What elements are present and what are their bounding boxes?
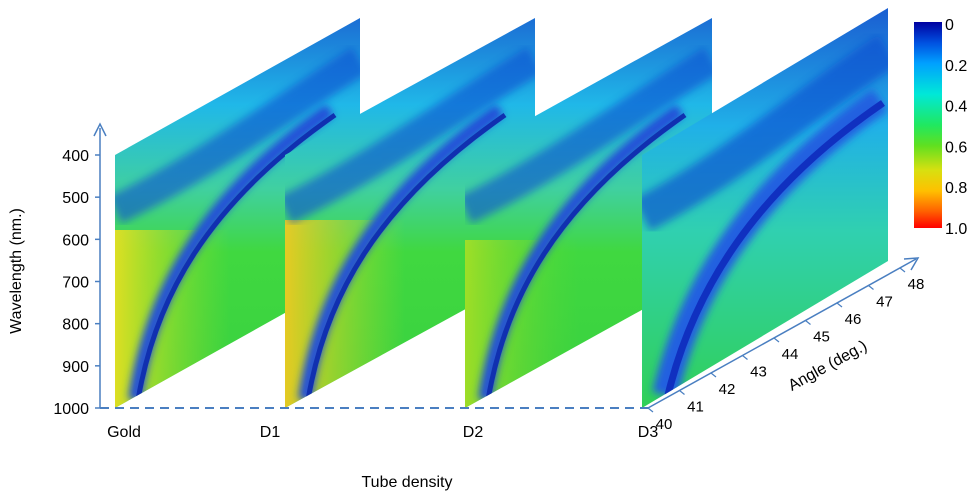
colorbar-tick-label: 0.2 [945, 58, 967, 75]
tube-density-tick-label: D3 [638, 424, 659, 441]
wavelength-tick-label: 900 [62, 359, 89, 376]
tube-density-tick-label: Gold [107, 424, 141, 441]
colorbar-tick-label: 1.0 [945, 221, 967, 238]
angle-tick [899, 267, 906, 273]
angle-tick [679, 390, 685, 395]
wavelength-tick-label: 1000 [53, 401, 89, 418]
angle-tick-label: 46 [845, 311, 862, 328]
tube-density-tick-label: D2 [463, 424, 484, 441]
angle-tick-label: 44 [782, 346, 799, 363]
wavelength-tick-label: 500 [62, 190, 89, 207]
wavelength-tick-label: 600 [62, 232, 89, 249]
angle-tick-label: 45 [813, 329, 830, 346]
angle-tick [742, 355, 748, 360]
wavelength-axis: 400 500 600 700 800 900 1000 [53, 122, 107, 418]
angle-tick-label: 42 [719, 381, 736, 398]
wavelength-axis-title: Wavelength (nm.) [8, 208, 25, 334]
angle-tick-label: 43 [750, 364, 767, 381]
colorbar: 0 0.2 0.4 0.6 0.8 1.0 [914, 17, 967, 238]
colorbar-tick-label: 0.6 [945, 139, 967, 156]
angle-tick [710, 372, 717, 378]
angle-tick-label: 40 [656, 416, 673, 433]
angle-tick [773, 337, 780, 343]
angle-tick [647, 407, 654, 413]
wavelength-tick-label: 700 [62, 275, 89, 292]
colorbar-tick-label: 0.8 [945, 180, 967, 197]
wavelength-tick-label: 400 [62, 148, 89, 165]
colorbar-tick-label: 0.4 [945, 99, 967, 116]
angle-axis: 40 41 42 43 44 45 46 47 48 [647, 257, 925, 433]
angle-tick-label: 47 [876, 294, 893, 311]
angle-tick-label: 41 [687, 399, 704, 416]
tube-density-axis-title: Tube density [361, 474, 452, 491]
angle-tick [868, 285, 874, 290]
tube-density-axis: Gold D1 D2 D3 [100, 407, 659, 441]
angle-tick [805, 320, 811, 325]
angle-tick [836, 302, 843, 308]
angle-tick-label: 48 [908, 276, 925, 293]
wavelength-tick-label: 800 [62, 317, 89, 334]
tube-density-tick-label: D1 [260, 424, 281, 441]
colorbar-tick-label: 0 [945, 17, 954, 34]
